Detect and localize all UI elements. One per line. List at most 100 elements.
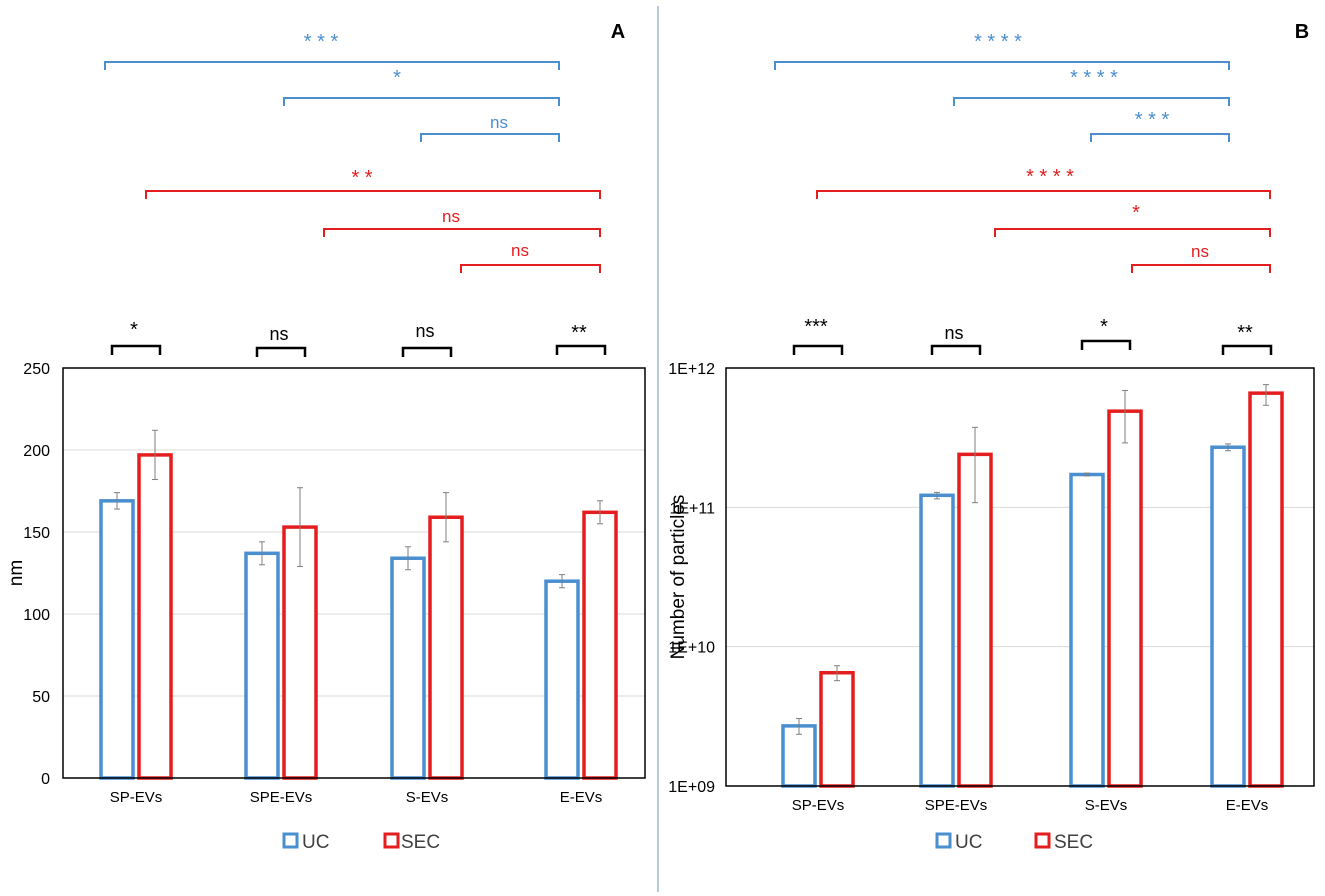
x-tick-label: SP-EVs [792, 797, 845, 814]
error-bar-sec-spe-evs [297, 487, 303, 567]
pair-significance-label: ** [1237, 322, 1253, 344]
y-tick-label: 0 [41, 771, 50, 788]
pair-bracket [255, 346, 307, 357]
x-tick-label: SP-EVs [110, 789, 163, 806]
bar-uc-s-evs [390, 556, 426, 780]
panel-b-legend: UC SEC [935, 832, 1093, 853]
legend-sec-swatch [1034, 832, 1051, 849]
bar-uc-spe-evs [244, 551, 280, 780]
pair-bracket [1221, 344, 1273, 355]
error-bar-uc-sp-evs [114, 492, 120, 510]
error-bar-sec-spe-evs [972, 426, 978, 504]
bar-uc-sp-evs [99, 499, 135, 780]
y-tick-label: 1E+12 [668, 361, 715, 378]
comparison-bracket-sec [460, 264, 601, 273]
panel-b-plot-frame [725, 367, 1315, 787]
x-tick-label: E-EVs [560, 789, 603, 806]
bar-sec-s-evs [428, 515, 464, 780]
comparison-bracket-uc [1090, 133, 1230, 142]
comparison-bracket-sec [816, 190, 1271, 199]
comparison-label-uc: * * * [304, 31, 339, 53]
legend-uc-label: UC [302, 832, 329, 853]
comparison-bracket-uc [283, 97, 560, 106]
y-tick-label: 150 [23, 525, 50, 542]
bar-sec-sp-evs [819, 670, 855, 788]
comparison-label-sec: ns [442, 207, 460, 226]
legend-sec-label: SEC [1054, 832, 1093, 853]
panel-a: A nm 0 50 100 150 200 250 SP-EVs SPE-EVs S-EVs E… [6, 21, 646, 853]
comparison-label-sec: ns [1191, 242, 1209, 261]
comparison-label-sec: * [1132, 202, 1140, 224]
legend-sec-label: SEC [401, 832, 440, 853]
legend-uc-swatch [935, 832, 952, 849]
comparison-label-sec: ns [511, 241, 529, 260]
comparison-label-uc: * * * * [1070, 67, 1118, 89]
pair-significance-label: *** [804, 316, 828, 338]
panel-b-y-axis-label: Number of particles [668, 495, 689, 660]
error-bar-sec-s-evs [443, 492, 449, 543]
pair-bracket [792, 344, 844, 355]
comparison-label-uc: * [393, 67, 401, 89]
x-tick-label: E-EVs [1226, 797, 1269, 814]
bar-sec-spe-evs [957, 452, 993, 788]
panel-a-letter: A [611, 21, 625, 43]
x-tick-label: S-EVs [1085, 797, 1128, 814]
bar-uc-e-evs [544, 579, 580, 780]
pair-significance-label: ** [571, 322, 587, 344]
comparison-label-uc: * * * [1135, 109, 1170, 131]
comparison-label-sec: * * * * [1026, 166, 1074, 188]
comparison-bracket-uc [953, 97, 1230, 106]
y-tick-label: 1E+11 [669, 500, 715, 517]
error-bar-sec-s-evs [1122, 389, 1128, 444]
bar-uc-spe-evs [919, 493, 955, 788]
pair-significance-label: ns [415, 321, 434, 341]
bar-sec-e-evs [1248, 391, 1284, 788]
error-bar-sec-sp-evs [152, 429, 158, 481]
comparison-label-uc: ns [490, 113, 508, 132]
pair-bracket [401, 346, 453, 357]
panel-a-plot-frame [62, 367, 646, 779]
bar-sec-s-evs [1107, 409, 1143, 788]
y-tick-label: 1E+09 [668, 779, 715, 796]
comparison-bracket-uc [420, 133, 560, 142]
error-bar-uc-sp-evs [796, 718, 802, 735]
comparison-bracket-uc [774, 61, 1230, 70]
pair-significance-label: * [130, 319, 138, 341]
y-tick-label: 1E+10 [668, 640, 715, 657]
x-tick-label: S-EVs [406, 789, 449, 806]
legend-uc-label: UC [955, 832, 982, 853]
comparison-bracket-sec [323, 228, 601, 237]
bar-sec-sp-evs [137, 453, 173, 780]
bar-uc-e-evs [1210, 445, 1246, 788]
y-tick-label: 250 [23, 361, 50, 378]
pair-bracket [555, 344, 607, 355]
pair-bracket [1080, 339, 1132, 350]
panel-b-letter: B [1295, 21, 1309, 43]
comparison-bracket-sec [145, 190, 601, 199]
panel-a-legend: UC SEC [282, 832, 440, 853]
error-bar-sec-sp-evs [834, 665, 840, 682]
error-bar-uc-spe-evs [934, 491, 940, 500]
comparison-bracket-uc [104, 61, 560, 70]
error-bar-uc-s-evs [405, 546, 411, 571]
bar-sec-e-evs [582, 510, 618, 780]
pair-significance-label: * [1100, 316, 1108, 338]
error-bar-uc-spe-evs [259, 541, 265, 566]
comparison-bracket-sec [994, 228, 1271, 237]
x-tick-label: SPE-EVs [250, 789, 313, 806]
pair-bracket [930, 344, 982, 355]
panel-b: B Number of particles 1E+09 1E+10 1E+11 1E+… [668, 21, 1315, 853]
error-bar-uc-e-evs [559, 574, 565, 589]
comparison-label-uc: * * * * [974, 31, 1022, 53]
pair-significance-label: ns [269, 324, 288, 344]
y-tick-label: 100 [23, 607, 50, 624]
panel-a-y-axis-label: nm [6, 560, 27, 586]
pair-bracket [110, 344, 162, 355]
error-bar-sec-e-evs [597, 500, 603, 525]
error-bar-uc-s-evs [1084, 472, 1090, 477]
bar-uc-s-evs [1069, 472, 1105, 788]
y-tick-label: 50 [32, 689, 50, 706]
comparison-bracket-sec [1131, 264, 1271, 273]
error-bar-sec-e-evs [1263, 384, 1269, 406]
